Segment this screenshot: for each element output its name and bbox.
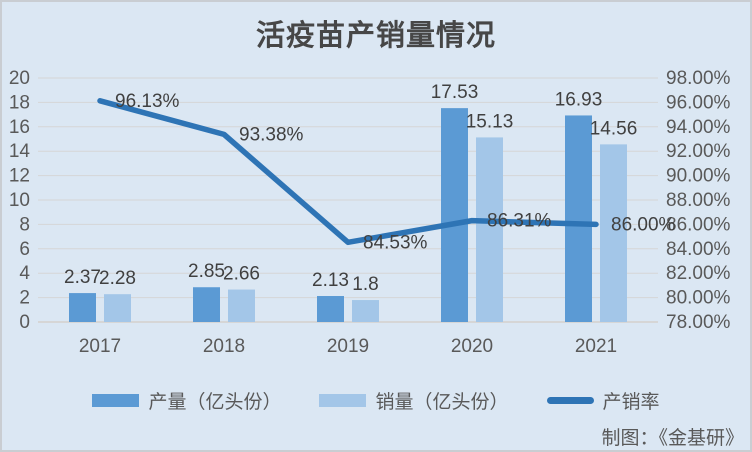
bar-data-label: 2.85 [188, 261, 225, 282]
left-axis-tick: 18 [9, 92, 30, 113]
legend-swatch-bar [92, 394, 140, 407]
right-axis-tick: 84.00% [666, 239, 731, 260]
line-data-label: 86.31% [487, 211, 552, 232]
left-axis-tick: 8 [19, 214, 30, 235]
legend-label: 产量（亿头份） [148, 392, 282, 413]
ratio-line [97, 98, 599, 246]
bar-sales [104, 294, 131, 322]
bar-data-label: 17.53 [431, 82, 479, 103]
legend-swatch-line [546, 397, 594, 404]
legend-label: 销量（亿头份） [375, 392, 509, 413]
bar-data-label: 2.37 [64, 267, 101, 288]
line-data-label: 93.38% [239, 124, 304, 145]
line-data-label: 84.53% [363, 232, 428, 253]
left-axis-tick: 0 [19, 312, 30, 333]
bar-sales [228, 289, 255, 322]
credit-text: 制图：《金基研》 [601, 428, 744, 449]
x-axis-label: 2019 [327, 336, 369, 357]
legend-item: 产销率 [546, 387, 660, 414]
right-axis-tick: 88.00% [666, 190, 731, 211]
left-axis-tick: 16 [9, 117, 30, 138]
left-axis-tick: 20 [9, 68, 30, 89]
bar-sales [476, 137, 503, 322]
bar-data-label: 2.66 [223, 264, 260, 285]
right-axis-tick: 96.00% [666, 92, 731, 113]
right-axis-tick: 90.00% [666, 166, 731, 187]
left-axis-tick: 6 [19, 239, 30, 260]
bar-production [441, 108, 468, 322]
x-axis-label: 2020 [451, 336, 493, 357]
bar-production [69, 293, 96, 322]
right-axis-tick: 82.00% [666, 263, 731, 284]
legend-item: 销量（亿头份） [319, 387, 509, 414]
legend-item: 产量（亿头份） [92, 387, 281, 414]
bar-data-label: 2.28 [99, 268, 136, 289]
x-axis-label: 2017 [79, 336, 121, 357]
bar-sales [352, 300, 379, 322]
x-axis-label: 2018 [203, 336, 245, 357]
bar-data-label: 16.93 [555, 89, 603, 110]
bar-data-label: 14.56 [590, 118, 638, 139]
left-axis-tick: 4 [19, 263, 30, 284]
left-axis-tick: 14 [9, 141, 31, 162]
bar-production [317, 296, 344, 322]
chart-title: 活疫苗产销量情况 [255, 18, 496, 52]
bar-data-label: 2.13 [312, 270, 349, 291]
line-data-label: 96.13% [115, 91, 180, 112]
right-axis-tick: 80.00% [666, 288, 731, 309]
right-axis-tick: 98.00% [666, 68, 731, 89]
left-axis-tick: 12 [9, 166, 30, 187]
line-data-label: 86.00% [611, 214, 676, 235]
chart-legend: 产量（亿头份） 销量（亿头份） 产销率 [0, 387, 752, 414]
right-axis-tick: 92.00% [666, 141, 731, 162]
right-axis-tick: 94.00% [666, 117, 731, 138]
bar-data-label: 1.8 [352, 274, 378, 295]
right-axis-tick: 86.00% [666, 214, 731, 235]
left-axis-tick: 10 [9, 190, 30, 211]
bar-production [565, 115, 592, 322]
legend-swatch-bar [319, 394, 367, 407]
x-axis-label: 2021 [575, 336, 617, 357]
left-axis-tick: 2 [19, 288, 30, 309]
right-axis-tick: 78.00% [666, 312, 731, 333]
bar-data-label: 15.13 [466, 111, 514, 132]
bar-sales [600, 144, 627, 322]
legend-label: 产销率 [602, 392, 660, 413]
bar-production [193, 287, 220, 322]
